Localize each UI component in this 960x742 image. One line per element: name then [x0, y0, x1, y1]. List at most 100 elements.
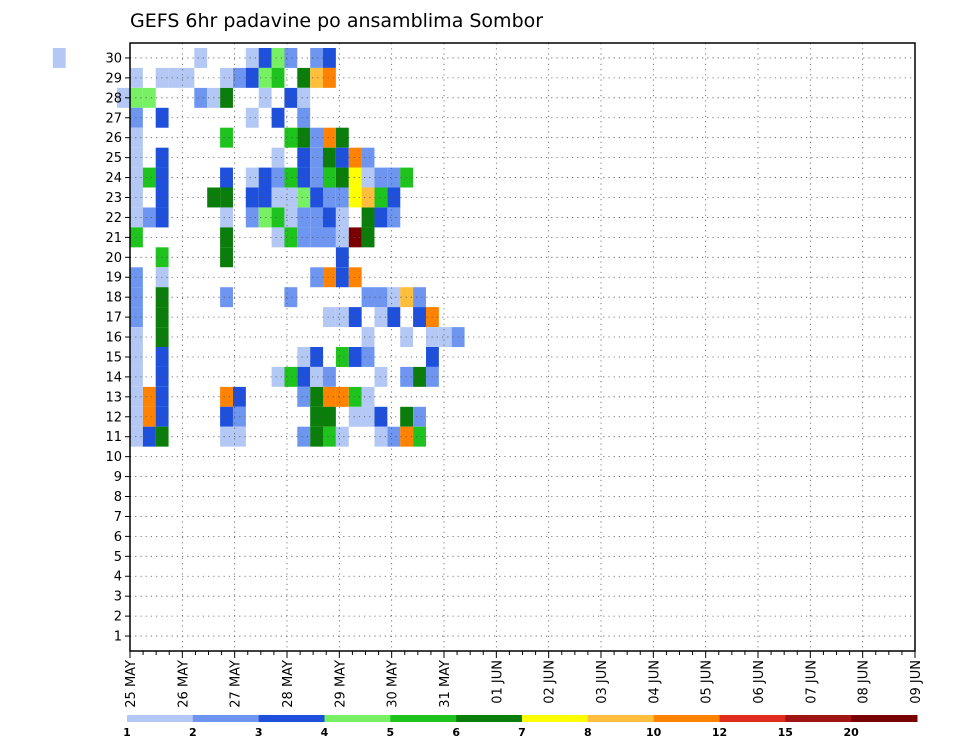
heatmap-cell: [297, 227, 311, 248]
heatmap-cell: [387, 426, 401, 447]
y-tick-label: 13: [105, 390, 122, 405]
heatmap-cell: [374, 366, 388, 387]
colorbar-swatch: [192, 715, 260, 722]
grid-lines: [130, 43, 915, 651]
heatmap-cell: [361, 287, 375, 308]
heatmap-cell: [168, 67, 182, 88]
colorbar-label: 10: [646, 726, 662, 739]
colorbar-swatch: [785, 715, 852, 722]
heatmap-cell: [220, 386, 233, 407]
x-tick-label: 28 MAY: [281, 660, 296, 708]
heatmap-cell: [245, 48, 259, 68]
heatmap-cell: [374, 167, 388, 188]
heatmap-cell: [130, 227, 143, 248]
colorbar-label: 12: [712, 726, 727, 739]
heatmap-cell: [220, 287, 233, 308]
heatmap-cell: [284, 187, 298, 208]
heatmap-cell: [284, 87, 298, 108]
x-tick-label: 31 MAY: [438, 660, 453, 708]
heatmap-cell: [335, 347, 349, 367]
chart-title: GEFS 6hr padavine po ansamblima Sombor: [130, 10, 543, 32]
heatmap-cell: [142, 386, 156, 407]
heatmap-cell: [117, 87, 130, 108]
heatmap-cell: [310, 127, 324, 148]
heatmap-cell: [258, 67, 272, 88]
x-tick-label: 05 JUN: [700, 660, 715, 704]
heatmap-cell: [245, 187, 259, 208]
heatmap-cell: [220, 426, 233, 447]
heatmap-cell: [194, 87, 208, 108]
y-tick-label: 20: [105, 251, 122, 266]
colorbar-swatch: [522, 715, 589, 722]
y-tick-label: 3: [114, 590, 122, 605]
heatmap-cell: [335, 227, 349, 248]
heatmap-cell: [323, 386, 336, 407]
heatmap-cell: [413, 287, 426, 308]
heatmap-cell: [335, 187, 349, 208]
colorbar-swatch: [258, 715, 325, 722]
heatmap-cell: [130, 426, 143, 447]
y-tick-label: 6: [114, 530, 122, 545]
heatmap-cell: [297, 347, 311, 367]
heatmap-cell: [284, 227, 298, 248]
plot-frame: [129, 42, 916, 652]
heatmap-cell: [348, 307, 362, 328]
colorbar-label: 3: [255, 726, 263, 739]
heatmap-cell: [310, 167, 324, 188]
heatmap-cell: [130, 287, 143, 308]
heatmap-cell: [374, 207, 388, 228]
y-tick-label: 19: [105, 271, 122, 286]
heatmap-cell: [297, 386, 311, 407]
colorbar-swatch: [324, 715, 391, 722]
heatmap-cell: [335, 147, 349, 168]
heatmap-cell: [142, 87, 156, 108]
x-tick-label: 04 JUN: [647, 660, 662, 704]
x-tick-label: 27 MAY: [229, 660, 244, 708]
colorbar-swatch: [851, 715, 918, 722]
heatmap-cell: [130, 127, 143, 148]
heatmap-cell: [220, 227, 233, 248]
y-tick-label: 12: [105, 410, 122, 425]
heatmap-cell: [297, 87, 311, 108]
heatmap-cell: [413, 307, 426, 328]
heatmap-cell: [271, 187, 285, 208]
x-tick-label: 09 JUN: [909, 660, 924, 704]
heatmap-cell: [297, 67, 311, 88]
heatmap-cell: [284, 287, 298, 308]
y-tick-label: 18: [105, 291, 122, 306]
heatmap-cell: [310, 48, 324, 68]
heatmap-cell: [245, 67, 259, 88]
heatmap-cell: [335, 127, 349, 148]
heatmap-cell: [245, 167, 259, 188]
heatmap-cell: [194, 48, 208, 68]
y-tick-label: 16: [105, 331, 122, 346]
y-tick-label: 30: [105, 51, 122, 66]
heatmap-cell: [374, 287, 388, 308]
heatmap-cell: [130, 207, 143, 228]
y-tick-label: 7: [114, 510, 122, 525]
heatmap-cell: [438, 327, 452, 348]
heatmap-cell: [348, 347, 362, 367]
heatmap-cell: [323, 207, 336, 228]
heatmap-cell: [323, 307, 336, 328]
heatmap-cell: [323, 147, 336, 168]
y-tick-label: 8: [114, 490, 122, 505]
heatmap-cell: [297, 107, 311, 128]
heatmap-cell: [284, 207, 298, 228]
heatmap-cell: [361, 406, 375, 427]
x-tick-label: 07 JUN: [804, 660, 819, 704]
y-tick-label: 23: [105, 191, 122, 206]
heatmap-cell: [271, 107, 285, 128]
heatmap-cell: [297, 366, 311, 387]
y-tick-label: 1: [114, 630, 122, 645]
heatmap-cell: [387, 187, 401, 208]
heatmap-cell: [271, 227, 285, 248]
heatmap-cell: [323, 127, 336, 148]
heatmap-cell: [142, 426, 156, 447]
heatmap-cell: [142, 207, 156, 228]
heatmap-cell: [335, 307, 349, 328]
x-tick-label: 08 JUN: [857, 660, 872, 704]
heatmap-cell: [335, 207, 349, 228]
y-tick-label: 28: [105, 91, 122, 106]
colorbar-swatch: [456, 715, 523, 722]
